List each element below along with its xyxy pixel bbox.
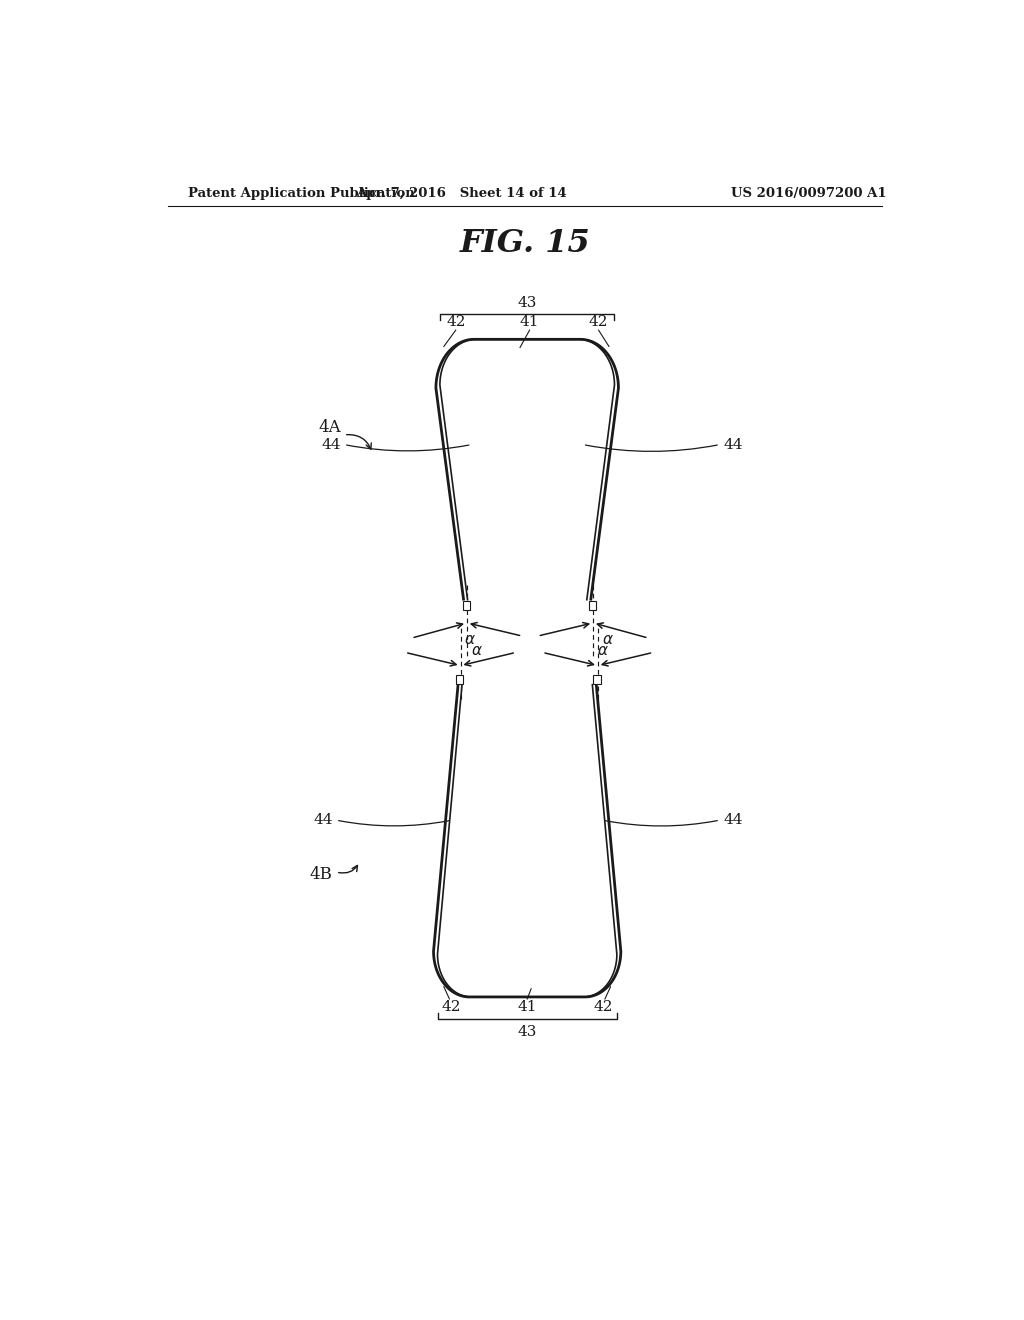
Text: 44: 44 <box>313 813 333 828</box>
Bar <box>594 675 601 684</box>
Text: 43: 43 <box>517 296 537 310</box>
Text: 4B: 4B <box>310 866 333 883</box>
Bar <box>589 601 596 610</box>
Text: Patent Application Publication: Patent Application Publication <box>187 187 415 201</box>
Text: $\alpha$: $\alpha$ <box>465 632 476 647</box>
Text: 42: 42 <box>594 1001 613 1014</box>
Text: $\alpha$: $\alpha$ <box>602 632 613 647</box>
Text: US 2016/0097200 A1: US 2016/0097200 A1 <box>731 187 887 201</box>
Text: 41: 41 <box>520 315 540 329</box>
Bar <box>456 675 463 684</box>
Text: 41: 41 <box>517 1001 537 1014</box>
Text: $\alpha$: $\alpha$ <box>471 643 482 659</box>
Text: 42: 42 <box>441 1001 461 1014</box>
Text: 43: 43 <box>517 1026 537 1039</box>
Text: 44: 44 <box>723 813 742 828</box>
Text: 44: 44 <box>322 437 341 451</box>
Text: 42: 42 <box>446 315 466 329</box>
Text: 42: 42 <box>589 315 608 329</box>
Bar <box>463 601 470 610</box>
Text: 44: 44 <box>723 437 742 451</box>
Text: $\alpha$: $\alpha$ <box>597 643 609 659</box>
Text: Apr. 7, 2016   Sheet 14 of 14: Apr. 7, 2016 Sheet 14 of 14 <box>356 187 566 201</box>
Text: 4A: 4A <box>318 420 341 436</box>
Text: FIG. 15: FIG. 15 <box>460 228 590 259</box>
